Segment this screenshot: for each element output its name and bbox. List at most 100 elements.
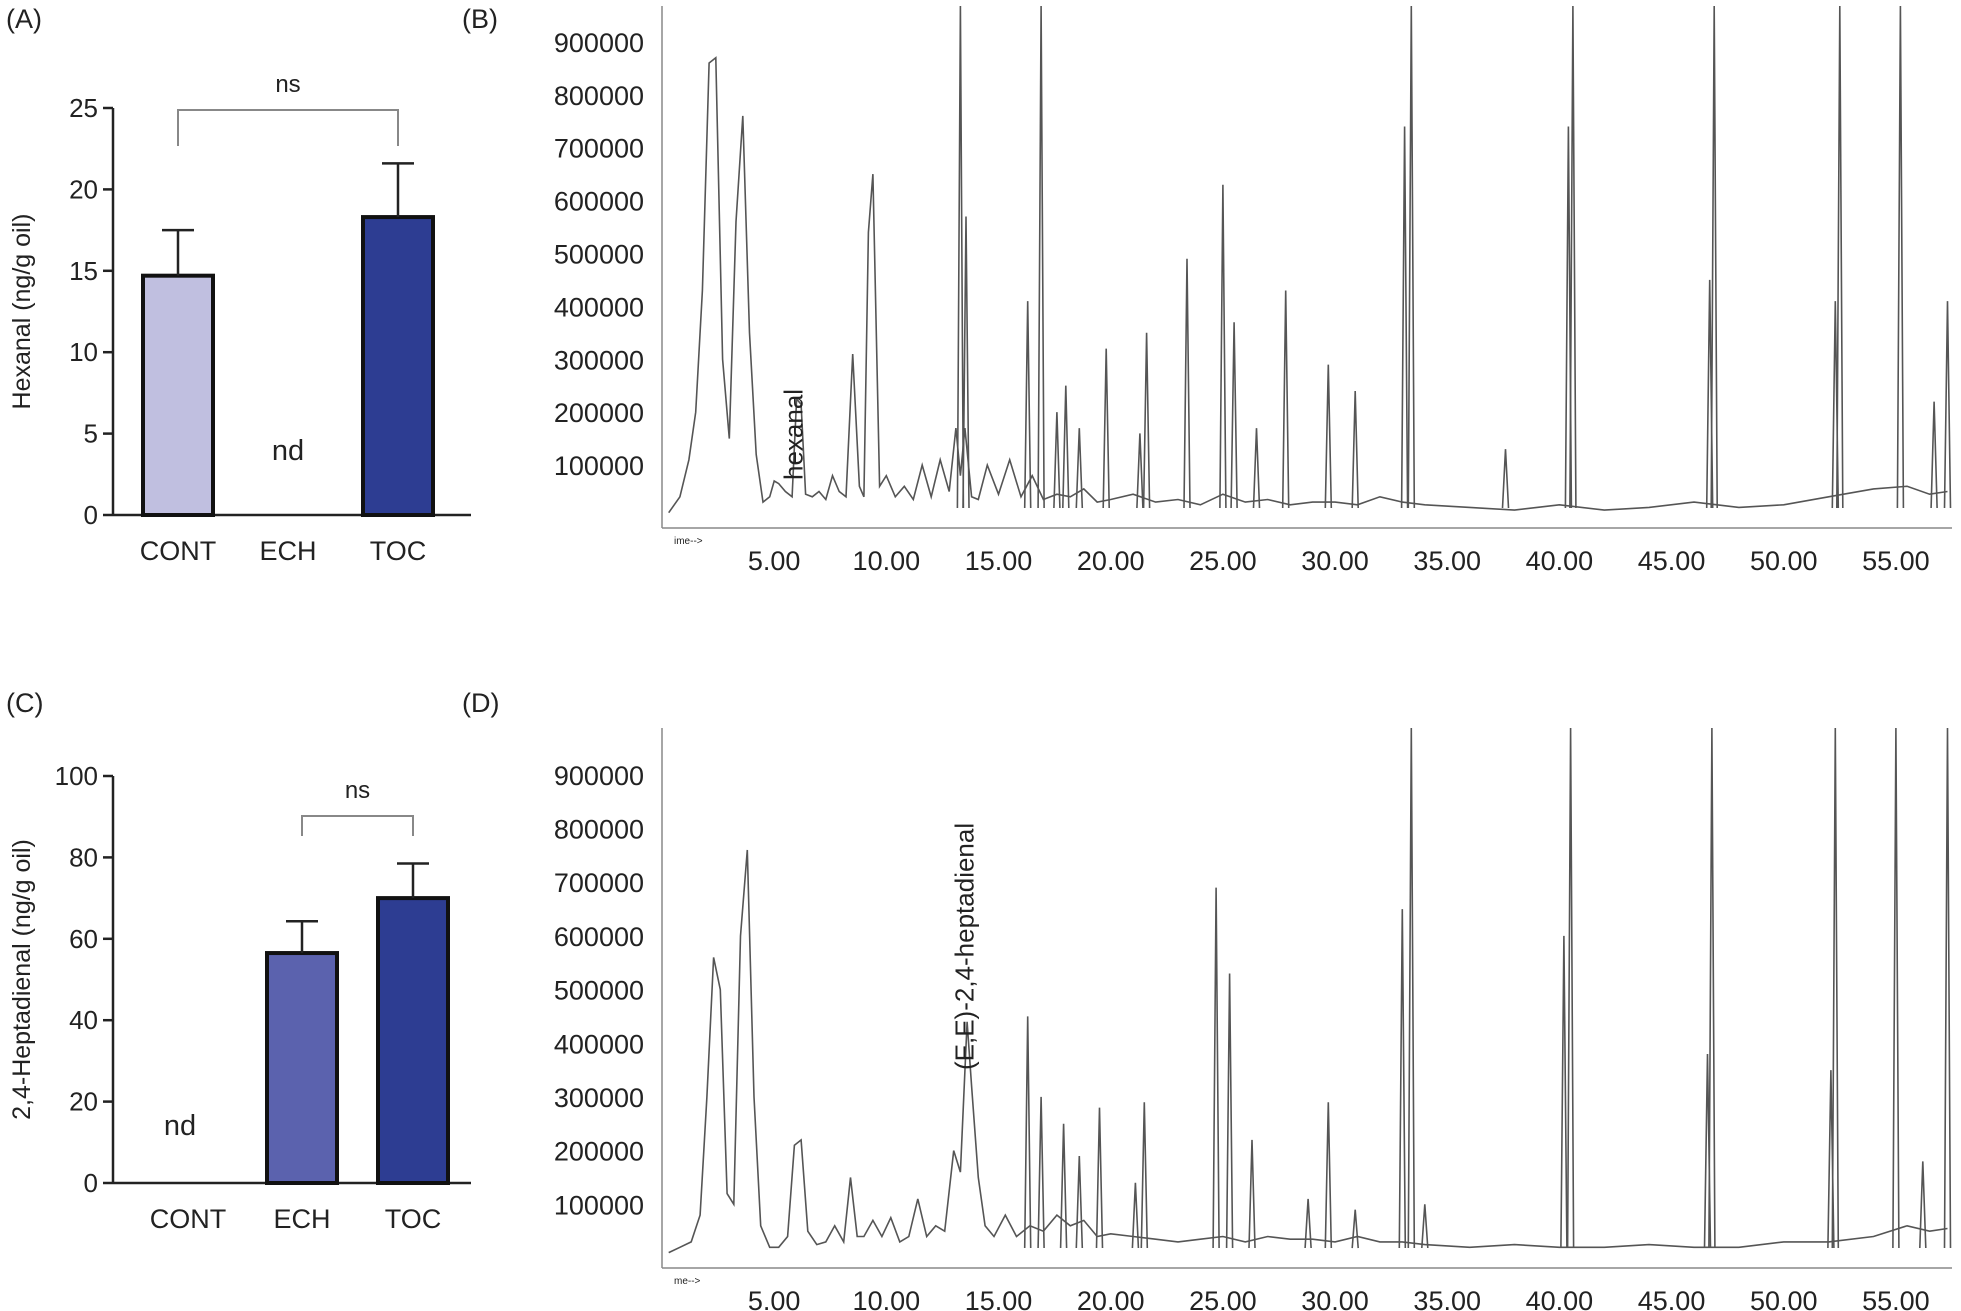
y-tick-label: 300000	[554, 345, 644, 375]
chromatogram-peak	[1398, 909, 1407, 1249]
y-tick-label: 40	[69, 1005, 98, 1035]
chromatogram-peak	[1023, 1016, 1032, 1249]
chromatogram-peak	[1252, 428, 1261, 509]
chromatogram-peak	[1131, 1182, 1140, 1249]
y-tick-label: 600000	[554, 187, 644, 217]
peak-annotation: hexanal	[779, 389, 809, 480]
chromatogram-peak	[1230, 322, 1238, 509]
chromatogram-peak	[1421, 1204, 1429, 1249]
chromatogram-peak	[1062, 385, 1070, 509]
x-tick-label: 55.00	[1862, 546, 1930, 576]
chromatogram-peak	[1943, 727, 1952, 1249]
x-tick-label: CONT	[150, 1204, 227, 1234]
x-tick-label: ECH	[273, 1204, 330, 1234]
chromatogram-peak	[956, 5, 965, 509]
chromatogram-peak	[1023, 301, 1032, 509]
x-tick-label: 35.00	[1413, 546, 1481, 576]
x-tick-label: 40.00	[1526, 1286, 1594, 1311]
chromatogram-peak	[1708, 727, 1716, 1249]
x-axis-stub-label: me-->	[674, 1276, 701, 1287]
chromatogram-peak	[1075, 1155, 1084, 1249]
significance-label: ns	[275, 71, 300, 98]
significance-bracket	[301, 815, 414, 836]
chromatogram-peak	[1836, 5, 1844, 509]
x-tick-label: CONT	[140, 536, 217, 566]
y-tick-label: 80	[69, 842, 98, 872]
y-tick-label: 400000	[554, 1029, 644, 1059]
x-tick-label: 10.00	[853, 1286, 921, 1311]
x-tick-label: ECH	[259, 536, 316, 566]
x-tick-label: 5.00	[748, 546, 801, 576]
x-tick-label: 20.00	[1077, 546, 1145, 576]
panel-label-c: (C)	[6, 688, 43, 718]
panel-d-chromatogram: (D) 100000 200000 300000 400000 500000 600000…	[462, 688, 1952, 1311]
chromatogram-peak	[1710, 5, 1718, 509]
x-tick-label: 55.00	[1862, 1286, 1930, 1311]
chromatogram-peak	[1560, 935, 1568, 1249]
y-tick-label: 800000	[554, 815, 644, 845]
y-tick-label: 300000	[554, 1083, 644, 1113]
chromatogram-peak	[1075, 428, 1084, 509]
y-tick-label: 25	[69, 93, 98, 123]
chromatogram-peak	[1140, 1102, 1149, 1249]
chromatogram-peak	[1037, 5, 1045, 509]
x-tick-label: 30.00	[1301, 1286, 1369, 1311]
y-tick-label: 900000	[554, 761, 644, 791]
y-tick-label: 400000	[554, 292, 644, 322]
y-tick-label: 15	[69, 256, 98, 286]
significance-bracket	[177, 109, 399, 146]
bar-toc	[361, 215, 435, 518]
x-tick-label: 25.00	[1189, 1286, 1257, 1311]
y-tick-label: 5	[84, 419, 98, 449]
bar-toc	[376, 896, 450, 1185]
y-tick-label: 60	[69, 924, 98, 954]
y-tick-label: 20	[69, 1087, 98, 1117]
bar-cont	[141, 273, 215, 517]
x-tick-label: 50.00	[1750, 546, 1818, 576]
panel-label-a: (A)	[6, 4, 42, 34]
x-tick-label: 10.00	[853, 546, 921, 576]
x-tick-label: 50.00	[1750, 1286, 1818, 1311]
x-tick-label: 15.00	[965, 546, 1033, 576]
y-tick-label: 200000	[554, 1137, 644, 1167]
chromatogram-peak	[1281, 290, 1290, 509]
chromatogram-trace	[668, 849, 1948, 1254]
chromatogram-peak	[1053, 412, 1061, 509]
y-axis-title: Hexanal (ng/g oil)	[8, 214, 36, 410]
chromatogram-peak	[1248, 1139, 1256, 1249]
peak-annotation: (E,E)-2,4-heptadienal	[949, 823, 979, 1070]
chromatogram-peak	[1324, 1102, 1333, 1249]
y-tick-label: 700000	[554, 134, 644, 164]
x-tick-label: 45.00	[1638, 1286, 1706, 1311]
y-axis-title: 2,4-Heptadienal (ng/g oil)	[8, 839, 36, 1120]
y-tick-label: 500000	[554, 239, 644, 269]
not-detected-label: nd	[272, 435, 304, 467]
chromatogram-peak	[1569, 5, 1577, 509]
chromatogram-peak	[1566, 727, 1575, 1249]
chromatogram-peak	[1407, 5, 1416, 509]
chromatogram-peak	[962, 216, 970, 509]
y-tick-label: 500000	[554, 976, 644, 1006]
x-axis-stub-label: ime-->	[674, 536, 703, 547]
y-tick-label: 600000	[554, 922, 644, 952]
y-tick-label: 20	[69, 174, 98, 204]
x-tick-label: TOC	[385, 1204, 442, 1234]
chromatogram-peak	[1324, 364, 1333, 509]
y-tick-label: 200000	[554, 398, 644, 428]
chromatogram-peak	[1896, 5, 1905, 509]
chromatogram-peak	[1102, 348, 1110, 509]
chromatogram-peak	[1183, 258, 1191, 509]
chromatogram-peak	[1142, 332, 1151, 509]
chromatogram-peak	[1831, 727, 1840, 1249]
chromatogram-peak	[1225, 973, 1234, 1249]
significance-label: ns	[345, 777, 370, 804]
y-tick-label: 10	[69, 337, 98, 367]
chromatogram-peak	[1304, 1198, 1312, 1249]
chromatogram-peak	[1095, 1107, 1104, 1249]
chromatogram-peak	[1400, 126, 1409, 509]
x-tick-label: 20.00	[1077, 1286, 1145, 1311]
chromatogram-peak	[1930, 401, 1938, 509]
panel-c-bar-chart: (C) 0 20 40 60 80 100 2,4-Heptadienal (ng/g oi…	[6, 688, 471, 1234]
y-tick-label: 900000	[554, 28, 644, 58]
